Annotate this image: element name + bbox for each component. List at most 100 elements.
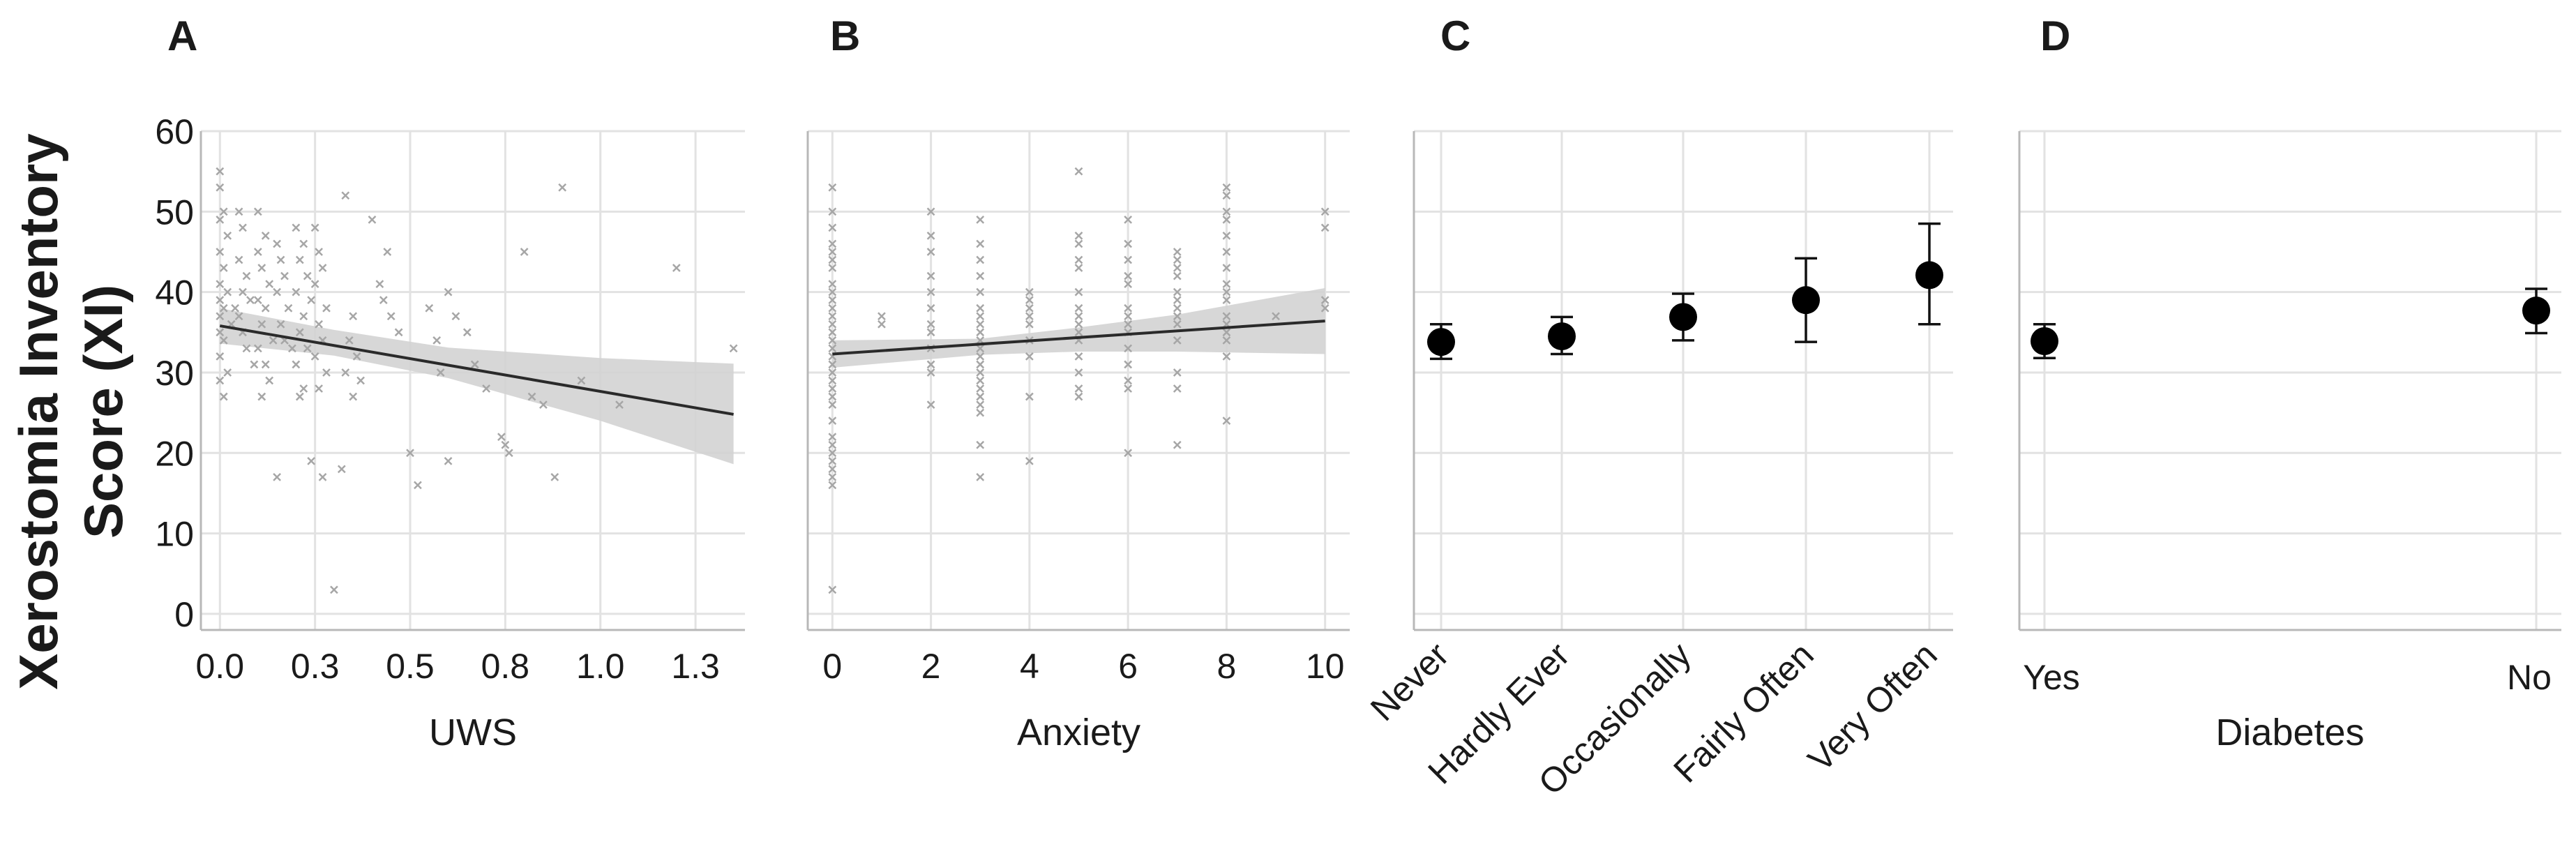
scatter-point [462, 328, 472, 337]
x-tick-label: Yes [2023, 658, 2080, 697]
scatter-point [451, 312, 460, 321]
scatter-point [383, 248, 392, 256]
scatter-point [310, 223, 319, 232]
scatter-point [1074, 392, 1083, 401]
mean-marker [2522, 296, 2550, 325]
confidence-band [832, 287, 1325, 368]
scatter-point [379, 296, 388, 305]
scatter-point [828, 223, 837, 232]
scatter-point [315, 320, 323, 329]
scatter-point [231, 303, 239, 313]
scatter-point [1124, 303, 1133, 313]
x-tick-label: Very Often [1800, 635, 1945, 779]
scatter-point [828, 433, 837, 442]
scatter-point [349, 312, 358, 321]
scatter-point [828, 384, 837, 393]
scatter-point [303, 344, 312, 353]
scatter-point [1025, 392, 1034, 401]
scatter-point [828, 465, 837, 474]
scatter-point [1173, 320, 1182, 329]
scatter-point [280, 271, 289, 280]
scatter-point [976, 344, 985, 353]
scatter-point [1272, 312, 1280, 321]
scatter-point [1074, 320, 1083, 329]
mean-marker [1792, 286, 1820, 315]
scatter-point [299, 384, 308, 393]
scatter-point [223, 368, 232, 377]
scatter-point [295, 328, 304, 337]
scatter-point [1074, 167, 1083, 176]
scatter-point [216, 312, 225, 321]
scatter-point [356, 376, 365, 385]
scatter-point [1222, 191, 1231, 200]
scatter-point [1222, 416, 1231, 426]
scatter-point [253, 248, 262, 256]
scatter-point [1320, 303, 1330, 313]
scatter-point [1124, 320, 1133, 329]
scatter-point [234, 207, 243, 216]
scatter-point [242, 271, 251, 280]
scatter-point [1222, 336, 1231, 345]
scatter-point [242, 344, 251, 353]
scatter-point [295, 255, 304, 264]
scatter-point [216, 328, 225, 337]
scatter-point [318, 473, 327, 481]
scatter-point [368, 215, 377, 224]
scatter-point [1173, 303, 1182, 313]
scatter-point [307, 296, 316, 305]
scatter-point [239, 223, 247, 232]
scatter-point [926, 207, 935, 216]
scatter-point [1074, 239, 1083, 248]
scatter-point [1124, 312, 1133, 321]
scatter-point [1222, 312, 1231, 321]
scatter-point [1025, 287, 1034, 296]
mean-marker [1915, 261, 1943, 290]
scatter-point [1222, 352, 1231, 361]
scatter-point [482, 384, 490, 393]
scatter-point [729, 344, 738, 353]
y-tick-label: 60 [155, 112, 194, 151]
scatter-point [315, 384, 323, 393]
x-tick-label: 1.3 [671, 647, 720, 686]
scatter-point [520, 248, 529, 256]
scatter-point [1320, 207, 1330, 216]
scatter-point [976, 376, 985, 385]
scatter-point [288, 344, 296, 353]
scatter-point [1173, 271, 1182, 280]
panel-letter: B [830, 13, 860, 59]
scatter-point [261, 303, 270, 313]
panel-a: A 0 10 20 30 40 50 60 0.0 0.3 0.5 0.8 1.0 1.3 UWS [155, 13, 745, 753]
scatter-point [828, 312, 837, 321]
scatter-point [1124, 255, 1133, 264]
scatter-point [299, 312, 308, 321]
scatter-point [976, 352, 985, 361]
scatter-point [1124, 344, 1133, 353]
x-tick-label: 0.5 [386, 647, 435, 686]
scatter-point [216, 352, 225, 361]
scatter-point [1025, 352, 1034, 361]
scatter-point [406, 449, 414, 458]
scatter-point [976, 320, 985, 329]
scatter-point [828, 328, 837, 337]
x-tick-label: 8 [1217, 647, 1237, 686]
scatter-point [976, 303, 985, 313]
scatter-point [976, 328, 985, 337]
y-axis-title: Xerostomia Inventory Score (XI) [8, 133, 134, 690]
scatter-point [539, 400, 548, 409]
scatter-point [976, 239, 985, 248]
scatter-point [444, 287, 453, 296]
scatter-point [976, 287, 985, 296]
scatter-point [265, 280, 274, 288]
y-tick-label: 50 [155, 193, 194, 232]
scatter-point [828, 416, 837, 426]
scatter-point [216, 280, 225, 288]
scatter-point [276, 255, 285, 264]
scatter-point [828, 280, 837, 288]
scatter-point [976, 271, 985, 280]
scatter-point [1173, 312, 1182, 321]
x-tick-label: 0.3 [291, 647, 340, 686]
scatter-point [310, 352, 319, 361]
scatter-point [976, 473, 985, 481]
scatter-point [261, 232, 270, 240]
scatter-point [375, 280, 384, 288]
